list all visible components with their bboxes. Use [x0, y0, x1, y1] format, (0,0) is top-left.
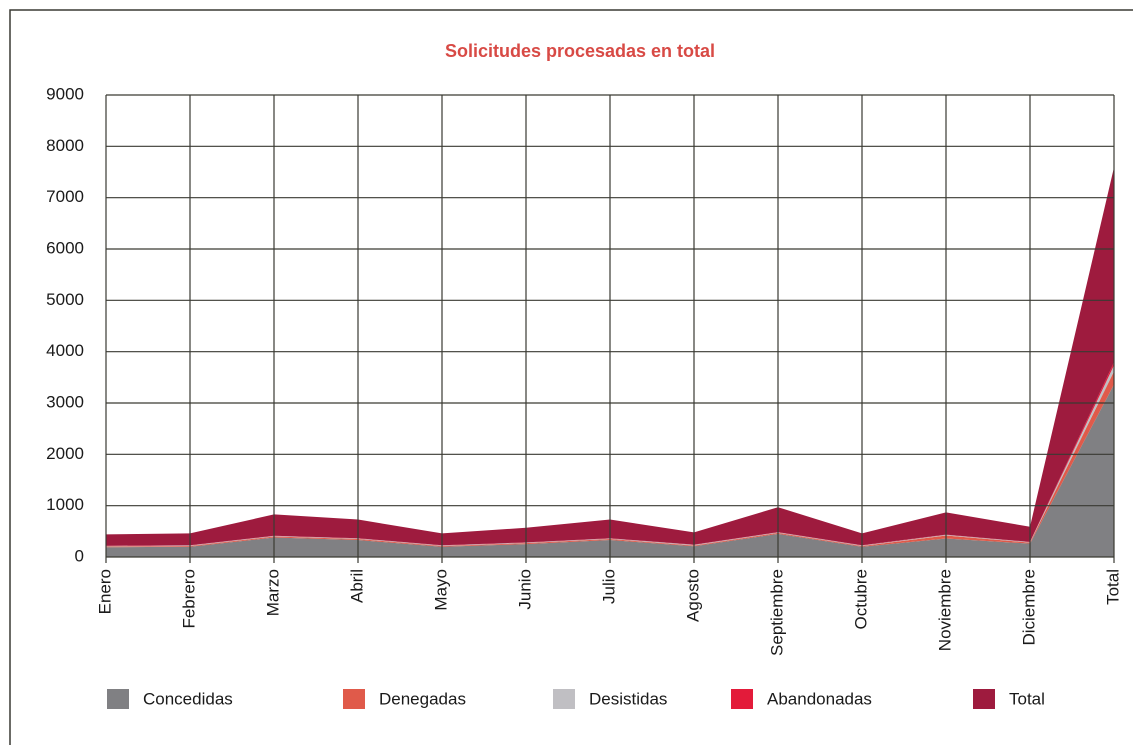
x-tick-label: Julio: [599, 569, 618, 604]
legend-label: Abandonadas: [767, 689, 872, 708]
y-tick-label: 4000: [46, 341, 84, 360]
legend-swatch: [107, 689, 129, 709]
frame: [9, 9, 1133, 750]
legend-label: Denegadas: [379, 689, 466, 708]
x-tick-label: Total: [1103, 569, 1122, 605]
legend-label: Desistidas: [589, 689, 667, 708]
x-tick-label: Septiembre: [767, 569, 786, 656]
y-tick-label: 1000: [46, 495, 84, 514]
x-tick-label: Noviembre: [935, 569, 954, 651]
x-tick-label: Marzo: [263, 569, 282, 616]
legend-swatch: [343, 689, 365, 709]
legend-swatch: [973, 689, 995, 709]
x-tick-label: Febrero: [179, 569, 198, 629]
x-tick-label: Diciembre: [1019, 569, 1038, 646]
x-tick-label: Abril: [347, 569, 366, 603]
y-tick-label: 0: [75, 546, 84, 565]
y-tick-label: 8000: [46, 136, 84, 155]
legend-swatch: [553, 689, 575, 709]
y-tick-label: 9000: [46, 84, 84, 103]
x-tick-label: Agosto: [683, 569, 702, 622]
x-tick-label: Enero: [95, 569, 114, 614]
y-tick-label: 3000: [46, 392, 84, 411]
x-tick-label: Mayo: [431, 569, 450, 611]
y-tick-label: 2000: [46, 444, 84, 463]
x-tick-label: Junio: [515, 569, 534, 610]
y-tick-label: 5000: [46, 290, 84, 309]
chart-title: Solicitudes procesadas en total: [445, 41, 715, 61]
x-tick-label: Octubre: [851, 569, 870, 629]
legend-label: Concedidas: [143, 689, 233, 708]
y-tick-label: 6000: [46, 238, 84, 257]
y-tick-label: 7000: [46, 187, 84, 206]
legend-label: Total: [1009, 689, 1045, 708]
legend-swatch: [731, 689, 753, 709]
